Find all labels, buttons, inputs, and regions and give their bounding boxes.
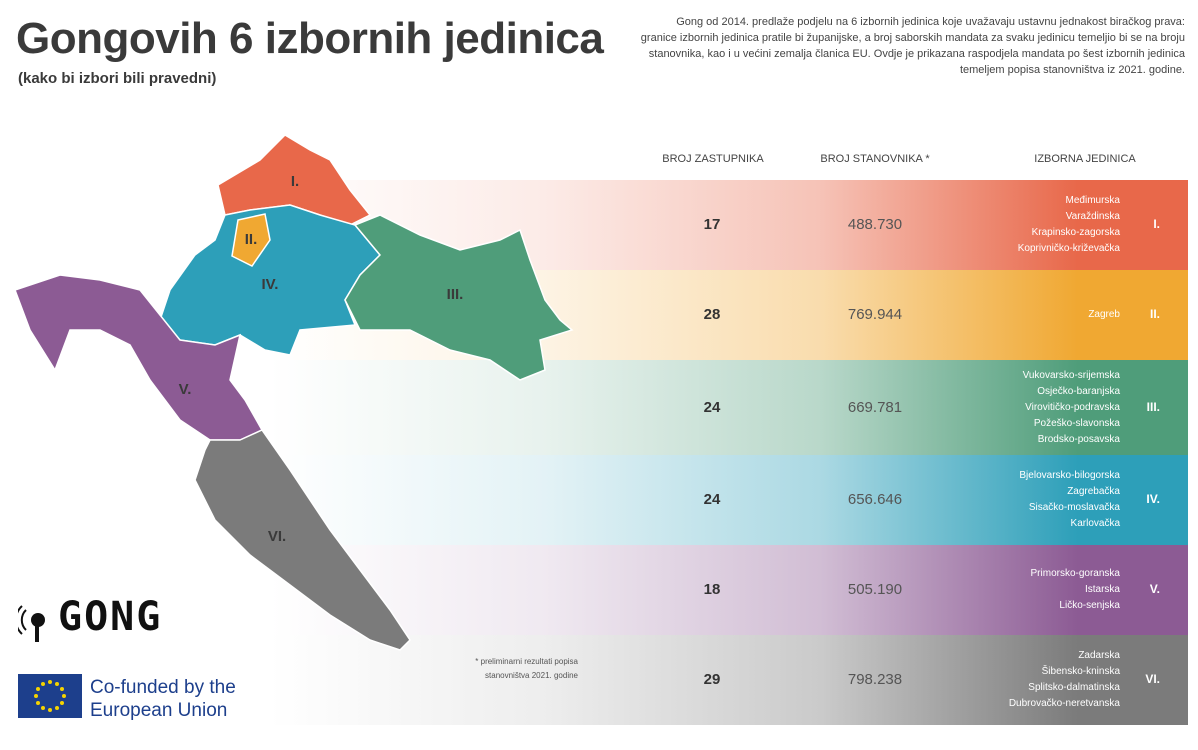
- eu-logo: Co-funded by the European Union: [90, 677, 236, 721]
- unit-numeral: IV.: [1146, 492, 1160, 506]
- map-region: [344, 214, 574, 381]
- unit-numeral: I.: [1153, 217, 1160, 231]
- column-header: IZBORNA JEDINICA: [1034, 153, 1136, 165]
- county: Krapinsko-zagorska: [1031, 227, 1120, 238]
- county-list: Međimurska Varaždinska Krapinsko-zagorska K…: [1018, 193, 1120, 257]
- seats: 17: [703, 216, 721, 233]
- map-region: [159, 204, 382, 356]
- county: Ličko-senjska: [1059, 600, 1120, 611]
- county: Zadarska: [1078, 650, 1120, 661]
- column-header: BROJ STANOVNIKA *: [820, 153, 930, 165]
- county: Osječko-baranjska: [1037, 385, 1120, 397]
- seats: 29: [703, 671, 721, 688]
- seats: 28: [703, 306, 721, 323]
- county: Varaždinska: [1065, 211, 1120, 222]
- map-label: II.: [245, 231, 258, 248]
- title: Gongovih 6 izbornih jedinica: [16, 14, 604, 63]
- population: 505.190: [847, 581, 903, 598]
- table-row: 18 505.190 Primorsko-goranska Istarska Ličko…: [270, 545, 1188, 635]
- map-label: V.: [179, 381, 192, 398]
- population: 669.781: [847, 398, 903, 416]
- population: 656.646: [847, 491, 903, 508]
- county: Bjelovarsko-bilogorska: [1019, 470, 1120, 481]
- county: Istarska: [1084, 584, 1120, 595]
- county-list: Primorsko-goranska Istarska Ličko-senjska: [1031, 566, 1120, 614]
- column-header: BROJ ZASTUPNIKA: [662, 153, 764, 165]
- description: Gong od 2014. predlaže podjelu na 6 izbo…: [640, 16, 1185, 76]
- seats: 24: [703, 398, 721, 416]
- unit-numeral: V.: [1149, 582, 1160, 596]
- table-row: 29 798.238 Zadarska Šibensko-kninska Splitsk…: [270, 635, 1188, 725]
- county-list: Bjelovarsko-bilogorska Zagrebačka Sisačko-…: [1019, 468, 1120, 532]
- population: 488.730: [847, 216, 903, 233]
- county: Karlovačka: [1070, 518, 1120, 529]
- unit-numeral: VI.: [1145, 672, 1160, 686]
- county-list: Zagreb: [1088, 307, 1120, 323]
- map-label: IV.: [262, 276, 279, 293]
- map-label: III.: [447, 286, 464, 303]
- county: Splitsko-dalmatinska: [1028, 682, 1120, 693]
- county: Primorsko-goranska: [1030, 568, 1120, 579]
- map-label: I.: [291, 173, 299, 190]
- gong-logo: GONG: [58, 594, 163, 640]
- table-row: 24 656.646 Bjelovarsko-bilogorska Zagrebačk…: [270, 455, 1188, 545]
- table-row: 24 669.781 Vukovarsko-srijemska Osječko-bar…: [270, 360, 1188, 455]
- population: 769.944: [847, 306, 903, 323]
- subtitle: (kako bi izbori bili pravedni): [18, 70, 217, 87]
- county: Sisačko-moslavačka: [1028, 502, 1120, 513]
- map: I. II. III. IV. V. VI.: [14, 134, 574, 651]
- map-label: VI.: [268, 528, 286, 545]
- county: Zagrebačka: [1067, 486, 1120, 497]
- map-region: [231, 213, 271, 267]
- county: Brodsko-posavska: [1037, 433, 1120, 445]
- county: Vukovarsko-srijemska: [1022, 369, 1120, 381]
- unit-numeral: III.: [1146, 399, 1160, 414]
- seats: 24: [703, 491, 721, 508]
- county: Zagreb: [1088, 309, 1120, 320]
- county: Koprivničko-križevačka: [1017, 243, 1120, 254]
- population: 798.238: [847, 671, 903, 688]
- map-region: [194, 429, 411, 651]
- county: Požeško-slavonska: [1033, 417, 1120, 429]
- county-list: Zadarska Šibensko-kninska Splitsko-dalmati…: [1009, 648, 1120, 712]
- county: Dubrovačko-neretvanska: [1008, 698, 1120, 709]
- eu-flag: [18, 674, 82, 718]
- county: Virovitičko-podravska: [1025, 401, 1120, 413]
- county: Međimurska: [1065, 195, 1120, 206]
- county: Šibensko-kninska: [1041, 666, 1120, 677]
- county-list: Vukovarsko-srijemska Osječko-baranjska Vir…: [1023, 368, 1120, 448]
- seats: 18: [703, 581, 721, 598]
- gong-icon: [18, 605, 45, 642]
- footnote: * preliminarni rezultati popisa stanovni…: [475, 657, 578, 680]
- unit-numeral: II.: [1149, 307, 1160, 321]
